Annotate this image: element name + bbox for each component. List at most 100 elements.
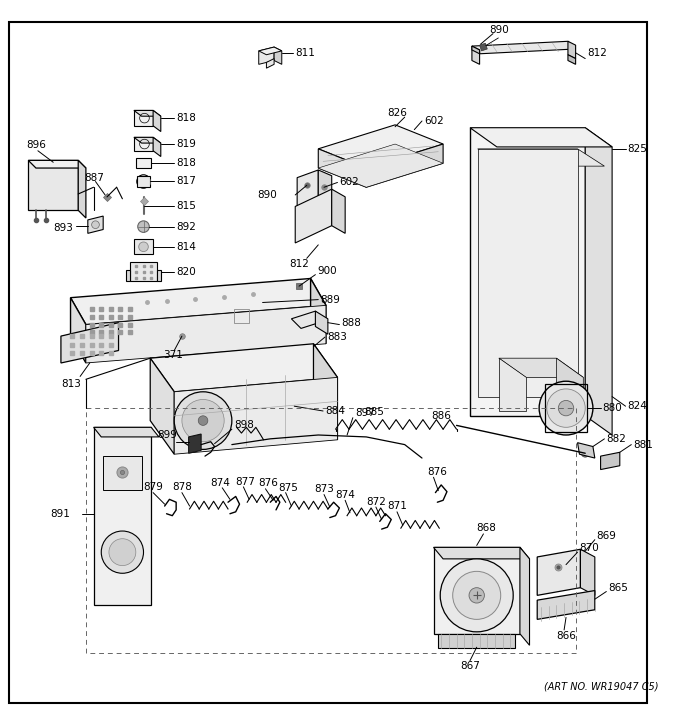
Text: 898: 898 xyxy=(234,420,254,431)
Text: 818: 818 xyxy=(176,113,196,123)
Text: 818: 818 xyxy=(176,158,196,168)
Polygon shape xyxy=(472,46,479,54)
Bar xyxy=(234,309,249,323)
Polygon shape xyxy=(61,323,118,363)
Polygon shape xyxy=(150,358,174,454)
Polygon shape xyxy=(94,427,159,437)
Polygon shape xyxy=(318,125,443,168)
Polygon shape xyxy=(568,55,576,65)
Polygon shape xyxy=(479,44,488,51)
Text: 874: 874 xyxy=(211,478,231,488)
Polygon shape xyxy=(585,128,612,435)
Bar xyxy=(103,456,141,489)
Circle shape xyxy=(547,389,585,427)
Polygon shape xyxy=(267,59,274,68)
Polygon shape xyxy=(130,262,157,281)
Polygon shape xyxy=(499,358,526,411)
Polygon shape xyxy=(318,149,367,187)
Text: 874: 874 xyxy=(335,489,356,500)
Text: 877: 877 xyxy=(236,477,256,487)
Polygon shape xyxy=(318,144,443,187)
Text: 881: 881 xyxy=(633,439,653,450)
Polygon shape xyxy=(537,550,581,595)
Polygon shape xyxy=(188,434,201,453)
Polygon shape xyxy=(332,189,345,233)
Text: 882: 882 xyxy=(607,434,626,444)
Text: 889: 889 xyxy=(320,294,340,304)
Circle shape xyxy=(182,399,224,442)
Polygon shape xyxy=(78,160,86,218)
Text: 879: 879 xyxy=(143,482,163,492)
Text: 876: 876 xyxy=(428,468,447,478)
Circle shape xyxy=(92,221,99,228)
Polygon shape xyxy=(568,41,576,59)
Polygon shape xyxy=(134,137,160,143)
Polygon shape xyxy=(136,159,151,168)
Polygon shape xyxy=(439,634,515,648)
Text: 819: 819 xyxy=(176,139,196,149)
Circle shape xyxy=(558,400,574,416)
Polygon shape xyxy=(29,160,78,210)
Text: 892: 892 xyxy=(176,222,196,231)
Text: 814: 814 xyxy=(176,242,196,252)
Text: 871: 871 xyxy=(388,501,407,511)
Polygon shape xyxy=(29,160,86,168)
Polygon shape xyxy=(499,358,583,378)
Circle shape xyxy=(139,242,148,252)
Text: 826: 826 xyxy=(388,108,407,118)
Polygon shape xyxy=(367,144,443,187)
Text: 602: 602 xyxy=(424,116,443,126)
Polygon shape xyxy=(477,149,605,166)
Polygon shape xyxy=(311,278,326,344)
Polygon shape xyxy=(150,344,337,392)
Text: 825: 825 xyxy=(628,144,647,154)
Text: 884: 884 xyxy=(325,406,345,416)
Text: 888: 888 xyxy=(341,318,361,328)
Text: 371: 371 xyxy=(163,350,183,360)
Text: 883: 883 xyxy=(327,332,347,342)
Circle shape xyxy=(581,450,589,457)
Polygon shape xyxy=(520,547,530,645)
Text: 896: 896 xyxy=(27,140,46,150)
Text: 812: 812 xyxy=(587,48,607,58)
Text: 872: 872 xyxy=(367,497,386,507)
Text: 820: 820 xyxy=(176,267,196,277)
Polygon shape xyxy=(434,547,520,634)
Text: 869: 869 xyxy=(597,531,617,541)
Polygon shape xyxy=(472,41,576,54)
Polygon shape xyxy=(153,137,160,157)
Circle shape xyxy=(199,416,208,426)
Polygon shape xyxy=(258,47,274,65)
Text: 870: 870 xyxy=(579,543,599,553)
Polygon shape xyxy=(316,311,328,334)
Polygon shape xyxy=(134,137,153,151)
Text: 866: 866 xyxy=(556,631,576,641)
Polygon shape xyxy=(581,550,595,595)
Polygon shape xyxy=(477,149,577,397)
Text: 878: 878 xyxy=(172,482,192,492)
Polygon shape xyxy=(71,278,326,325)
Polygon shape xyxy=(318,170,332,208)
Circle shape xyxy=(109,539,136,566)
Polygon shape xyxy=(86,305,326,363)
Polygon shape xyxy=(313,344,337,440)
Text: 891: 891 xyxy=(50,509,70,519)
Polygon shape xyxy=(88,216,103,233)
Text: 811: 811 xyxy=(295,48,315,58)
Text: 886: 886 xyxy=(432,411,452,420)
Text: 893: 893 xyxy=(53,223,73,233)
Polygon shape xyxy=(134,239,153,254)
Circle shape xyxy=(174,392,232,450)
Circle shape xyxy=(453,571,500,619)
Polygon shape xyxy=(556,358,583,411)
Polygon shape xyxy=(472,46,479,65)
Polygon shape xyxy=(134,110,160,116)
Text: 817: 817 xyxy=(176,176,196,186)
Polygon shape xyxy=(134,110,153,126)
Circle shape xyxy=(469,588,484,603)
Text: 890: 890 xyxy=(489,25,509,35)
Polygon shape xyxy=(71,298,86,363)
Polygon shape xyxy=(174,378,337,454)
Text: 813: 813 xyxy=(61,379,81,389)
Text: 885: 885 xyxy=(364,407,384,417)
